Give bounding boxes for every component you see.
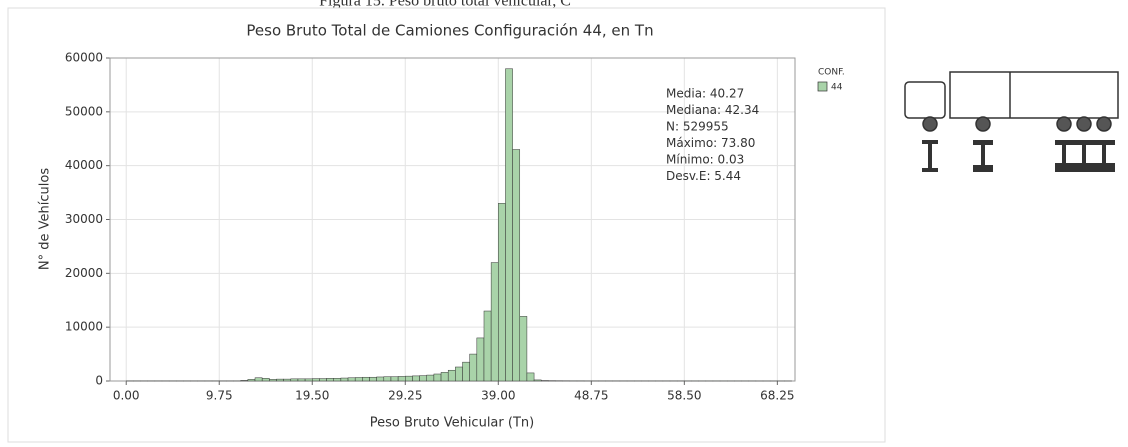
- bar: [505, 69, 512, 381]
- bar: [327, 378, 334, 381]
- bar: [427, 375, 434, 381]
- bar: [455, 367, 462, 381]
- stat-line: Desv.E: 5.44: [666, 169, 741, 183]
- bar: [355, 378, 362, 381]
- bar: [348, 378, 355, 381]
- chart-title: Peso Bruto Total de Camiones Configuraci…: [246, 22, 653, 40]
- bar: [441, 372, 448, 381]
- bar: [534, 380, 541, 381]
- y-tick-label: 0: [95, 374, 103, 388]
- bar: [248, 379, 255, 381]
- bar: [391, 377, 398, 381]
- bar: [384, 377, 391, 381]
- x-tick-label: 39.00: [481, 389, 515, 403]
- bar: [420, 376, 427, 381]
- x-tick-label: 29.25: [388, 389, 422, 403]
- bar: [334, 378, 341, 381]
- bar: [520, 316, 527, 381]
- bar: [491, 263, 498, 381]
- bar: [377, 377, 384, 381]
- stat-line: N: 529955: [666, 120, 729, 134]
- legend-label: 44: [831, 83, 843, 93]
- stat-line: Media: 40.27: [666, 87, 744, 101]
- stat-line: Mediana: 42.34: [666, 103, 759, 117]
- bar: [341, 378, 348, 381]
- legend-title: CONF.: [818, 68, 845, 78]
- bar: [434, 374, 441, 381]
- bar: [412, 376, 419, 381]
- bar: [284, 379, 291, 381]
- y-tick-label: 50000: [65, 104, 103, 118]
- bar: [319, 379, 326, 381]
- stat-line: Mínimo: 0.03: [666, 153, 744, 167]
- bar: [362, 377, 369, 381]
- bar: [255, 378, 262, 381]
- x-tick-label: 19.50: [295, 389, 329, 403]
- legend-swatch: [818, 82, 827, 91]
- stat-line: Máximo: 73.80: [666, 136, 755, 150]
- x-tick-label: 9.75: [206, 389, 233, 403]
- y-axis-label: N° de Vehículos: [38, 168, 53, 270]
- bar: [269, 379, 276, 381]
- y-tick-label: 30000: [65, 212, 103, 226]
- y-tick-label: 60000: [65, 51, 103, 65]
- bar: [484, 311, 491, 381]
- y-tick-label: 10000: [65, 320, 103, 334]
- x-axis-label: Peso Bruto Vehicular (Tn): [370, 416, 534, 431]
- y-tick-label: 40000: [65, 158, 103, 172]
- bar: [513, 150, 520, 381]
- bar: [527, 373, 534, 381]
- x-tick-label: 58.50: [667, 389, 701, 403]
- x-tick-label: 48.75: [574, 389, 608, 403]
- bar: [463, 362, 470, 381]
- bar: [305, 379, 312, 381]
- bar: [298, 379, 305, 381]
- x-tick-label: 0.00: [113, 389, 140, 403]
- bar: [477, 338, 484, 381]
- x-tick-label: 68.25: [760, 389, 794, 403]
- bar: [241, 380, 248, 381]
- bar: [291, 379, 298, 381]
- truck-illustration: [905, 72, 1118, 172]
- bar: [262, 378, 269, 381]
- bar: [398, 376, 405, 381]
- bar: [498, 203, 505, 381]
- bar: [448, 370, 455, 381]
- bar: [405, 376, 412, 381]
- y-tick-label: 20000: [65, 266, 103, 280]
- bar: [276, 379, 283, 381]
- bar: [312, 379, 319, 381]
- bar: [369, 377, 376, 381]
- bar: [470, 354, 477, 381]
